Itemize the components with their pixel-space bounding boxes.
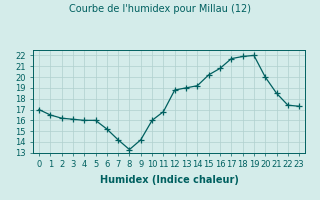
Text: Courbe de l'humidex pour Millau (12): Courbe de l'humidex pour Millau (12): [69, 4, 251, 14]
X-axis label: Humidex (Indice chaleur): Humidex (Indice chaleur): [100, 175, 238, 185]
